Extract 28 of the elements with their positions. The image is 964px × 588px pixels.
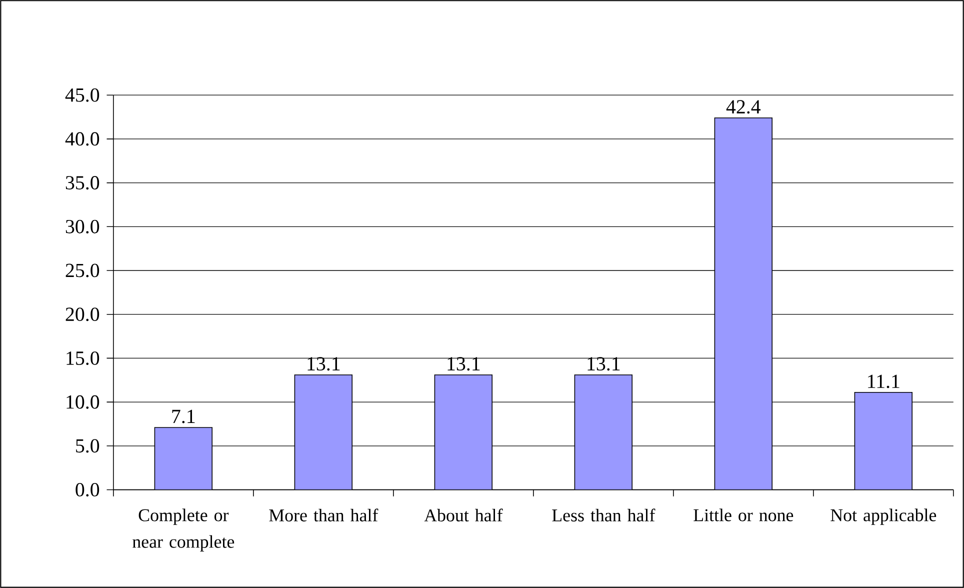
y-tick-label: 40.0	[65, 132, 100, 146]
y-tick-label: 10.0	[66, 395, 100, 409]
data-label: 7.1	[172, 410, 195, 424]
data-label: 13.1	[448, 357, 480, 371]
data-label: 42.4	[726, 100, 761, 114]
y-tick-label: 15.0	[66, 351, 100, 365]
data-label: 13.1	[308, 357, 340, 371]
y-tick-label: 45.0	[65, 88, 100, 102]
y-tick-label: 5.0	[76, 439, 100, 453]
bar	[854, 392, 913, 490]
bar	[294, 374, 353, 490]
x-tick-label: Little or none	[694, 508, 794, 522]
x-tick-label: Less than half	[552, 508, 656, 522]
y-tick-label: 30.0	[66, 220, 100, 234]
bar	[714, 117, 773, 490]
y-tick-label: 0.0	[76, 482, 100, 497]
data-label: 11.1	[868, 374, 900, 388]
y-tick-label: 35.0	[66, 176, 100, 190]
y-tick-label: 25.0	[66, 264, 100, 278]
x-tick-label: More than half	[269, 508, 378, 522]
bar	[434, 374, 493, 490]
x-tick-label: Not applicable	[830, 508, 936, 525]
bar	[154, 427, 213, 490]
data-label: 13.1	[588, 357, 620, 371]
y-tick-label: 20.0	[66, 308, 100, 322]
bar	[574, 374, 633, 490]
x-tick-label: Complete or near complete	[132, 508, 234, 552]
x-tick-label: About half	[424, 508, 503, 522]
